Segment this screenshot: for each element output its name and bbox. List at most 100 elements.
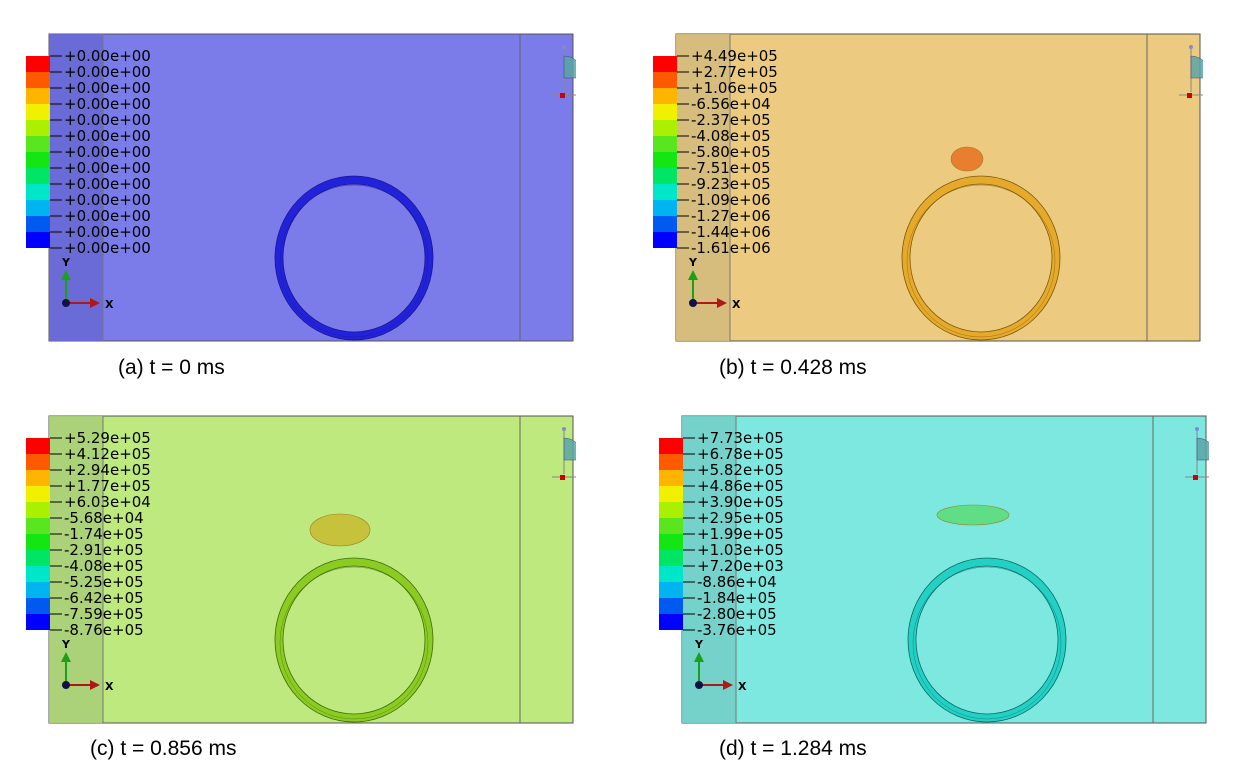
panel-a: +0.00e+00 +0.00e+00 +0.00e+00 +0.00e+00 +0.0… xyxy=(24,32,585,348)
colorbar-segment xyxy=(659,454,683,470)
projectile-blob xyxy=(309,513,371,547)
pipe-ring xyxy=(908,558,1066,722)
model-field xyxy=(681,415,1207,724)
boundary-strip xyxy=(49,34,103,341)
projectile-blob xyxy=(950,146,984,172)
legend-value: -1.44e+06 xyxy=(691,223,771,241)
legend-value: +6.03e+04 xyxy=(64,493,151,511)
legend-value: -2.37e+05 xyxy=(691,111,771,129)
legend-value: +0.00e+00 xyxy=(64,127,151,145)
contour-plot: +4.49e+05+2.77e+05+1.06e+05-6.56e+04-2.3… xyxy=(653,33,1212,342)
model-field xyxy=(675,33,1201,342)
pipe-ring-edge xyxy=(274,557,434,723)
gizmo-marker xyxy=(1193,475,1198,480)
model-field xyxy=(48,33,574,342)
legend-value: +1.03e+05 xyxy=(697,541,784,559)
axis-y-label: Y xyxy=(688,256,698,269)
legend-value: +4.12e+05 xyxy=(64,445,151,463)
colorbar-segment xyxy=(26,88,50,104)
colorbar-segment xyxy=(659,438,683,454)
legend-value: -8.86e+04 xyxy=(697,573,777,591)
boundary-strip xyxy=(49,416,103,723)
boundary-strip xyxy=(682,416,736,723)
colorbar-segment xyxy=(26,56,50,72)
colorbar-segment xyxy=(653,56,677,72)
legend-value: +5.29e+05 xyxy=(64,429,151,447)
colorbar-segment xyxy=(653,168,677,184)
legend-value: -4.08e+05 xyxy=(691,127,771,145)
gizmo-quadrant xyxy=(563,55,585,79)
axis-x-arrowhead xyxy=(723,680,733,690)
legend-value: -7.51e+05 xyxy=(691,159,771,177)
legend-value: -4.08e+05 xyxy=(64,557,144,575)
legend-value: -1.74e+05 xyxy=(64,525,144,543)
axis-y-label: Y xyxy=(61,256,71,269)
gizmo-marker xyxy=(562,427,566,431)
legend-value: +0.00e+00 xyxy=(64,111,151,129)
gizmo-marker xyxy=(1187,93,1192,98)
model-field xyxy=(48,415,574,724)
legend-value: +7.20e+03 xyxy=(697,557,784,575)
colorbar-segment xyxy=(26,486,50,502)
colorbar-segment xyxy=(653,200,677,216)
colorbar-segment xyxy=(26,470,50,486)
pipe-ring-edge xyxy=(907,557,1067,723)
legend-value: -8.76e+05 xyxy=(64,621,144,639)
colorbar-segment xyxy=(26,518,50,534)
legend-value: -9.23e+05 xyxy=(691,175,771,193)
pipe-ring-edge xyxy=(912,566,1062,720)
legend-value: +0.00e+00 xyxy=(64,63,151,81)
colorbar-segment xyxy=(26,200,50,216)
colorbar-segment xyxy=(653,216,677,232)
colorbar-segment xyxy=(659,534,683,550)
colorbar-segment xyxy=(26,168,50,184)
legend-value: +0.00e+00 xyxy=(64,143,151,161)
legend-value: +3.90e+05 xyxy=(697,493,784,511)
legend-value: +2.95e+05 xyxy=(697,509,784,527)
legend-value: +4.86e+05 xyxy=(697,477,784,495)
legend-value: +7.73e+05 xyxy=(697,429,784,447)
colorbar-segment xyxy=(653,152,677,168)
pipe-ring xyxy=(275,176,433,340)
legend-value: +1.77e+05 xyxy=(64,477,151,495)
colorbar-segment xyxy=(659,518,683,534)
legend-value: +2.77e+05 xyxy=(691,63,778,81)
caption-a: (a) t = 0 ms xyxy=(118,356,225,379)
colorbar-segment xyxy=(653,120,677,136)
pipe-ring-edge xyxy=(279,184,429,338)
contour-plot: +5.29e+05+4.12e+05+2.94e+05+1.77e+05+6.0… xyxy=(26,415,585,724)
legend-value: +5.82e+05 xyxy=(697,461,784,479)
axis-y-label: Y xyxy=(61,638,71,651)
axis-y-label: Y xyxy=(694,638,704,651)
legend-value: +0.00e+00 xyxy=(64,47,151,65)
colorbar-segment xyxy=(26,184,50,200)
axis-x-label: X xyxy=(105,298,114,311)
colorbar-segment xyxy=(659,470,683,486)
axis-origin xyxy=(62,681,70,689)
legend-value: +4.49e+05 xyxy=(691,47,778,65)
legend-value: -1.61e+06 xyxy=(691,239,771,257)
contour-plot: +0.00e+00+0.00e+00+0.00e+00+0.00e+00+0.0… xyxy=(26,33,585,342)
legend-value: -2.80e+05 xyxy=(697,605,777,623)
colorbar-segment xyxy=(653,136,677,152)
legend-value: -6.56e+04 xyxy=(691,95,771,113)
gizmo-quadrant xyxy=(563,437,585,461)
colorbar-segment xyxy=(26,582,50,598)
pipe-ring-edge xyxy=(915,565,1059,715)
legend-value: +0.00e+00 xyxy=(64,207,151,225)
axis-y-arrowhead xyxy=(694,652,704,662)
colorbar-segment xyxy=(26,598,50,614)
axis-origin xyxy=(695,681,703,689)
caption-c: (c) t = 0.856 ms xyxy=(90,737,237,760)
legend-value: -2.91e+05 xyxy=(64,541,144,559)
colorbar-segment xyxy=(659,550,683,566)
legend-value: -5.25e+05 xyxy=(64,573,144,591)
axis-y-arrowhead xyxy=(61,652,71,662)
colorbar-segment xyxy=(653,72,677,88)
axis-x-label: X xyxy=(738,680,747,693)
colorbar-segment xyxy=(26,502,50,518)
legend-value: +2.94e+05 xyxy=(64,461,151,479)
gizmo-quadrant xyxy=(1190,55,1212,79)
projectile-blob xyxy=(936,504,1010,526)
colorbar-segment xyxy=(26,232,50,248)
